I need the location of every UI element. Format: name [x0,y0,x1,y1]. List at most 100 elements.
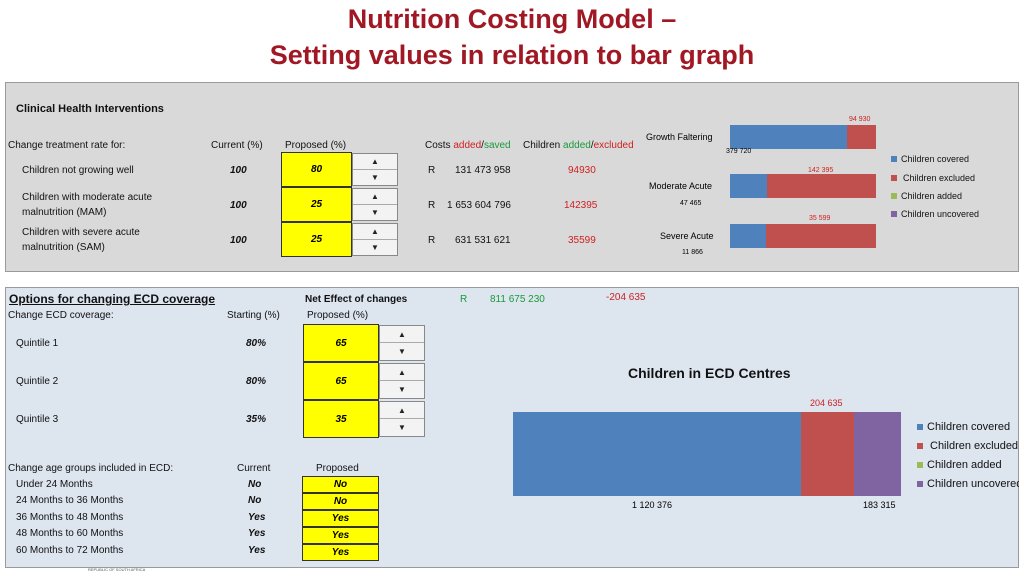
children-excluded: excluded [593,140,634,151]
uncovered-value-label: 183 315 [863,500,896,510]
row-current: 100 [230,235,247,246]
quintile-proposed-input[interactable]: 65 [303,362,379,400]
quintile-spinner[interactable]: ▲ ▼ [379,363,425,399]
age-current: No [248,479,262,490]
spin-down-button[interactable]: ▼ [371,207,379,217]
age-proposed-input[interactable]: No [302,476,379,493]
bar-excluded [766,224,876,248]
covered-value-label: 47 465 [680,200,702,207]
col-change-treatment: Change treatment rate for: [8,140,126,151]
ecd-heading: Options for changing ECD coverage [9,292,216,306]
quintile-starting: 35% [246,414,267,425]
ecd-bar-chart: 1 120 376 204 635 183 315 [6,288,1020,569]
spin-up-button[interactable]: ▲ [353,189,397,205]
row-children: 94930 [568,165,596,176]
proposed-input[interactable]: 80 [281,152,352,187]
clinical-heading: Clinical Health Interventions [16,103,164,115]
quintile-proposed-input[interactable]: 65 [303,324,379,362]
age-current: No [248,495,262,506]
spin-down-button[interactable]: ▼ [398,385,406,394]
bar-excluded [767,174,876,198]
category-label: Moderate Acute [649,181,713,191]
age-current-heading: Current [237,463,271,474]
row-r: R [428,165,436,176]
excluded-value-label: 142 395 [808,167,834,174]
age-current: Yes [248,512,266,523]
covered-value-label: 11 866 [682,249,703,256]
spin-up-button[interactable]: ▲ [380,364,424,381]
legend-excluded: Children excluded [903,173,976,183]
rate-spinner[interactable]: ▲ ▼ [352,223,398,256]
quintile-starting: 80% [246,376,267,387]
children-added: added [563,140,591,151]
page-title-line2: Setting values in relation to bar graph [269,40,755,70]
excluded-value-label: 94 930 [849,116,871,123]
col-starting: Starting (%) [227,310,280,321]
age-label: 60 Months to 72 Months [16,545,124,556]
spin-up-button[interactable]: ▲ [380,326,424,343]
age-proposed-heading: Proposed [316,463,359,474]
quintile-proposed-input[interactable]: 35 [303,400,379,438]
excluded-value-label: 204 635 [810,398,843,408]
spin-up-button[interactable]: ▲ [353,224,397,240]
proposed-input[interactable]: 25 [281,222,352,257]
row-label: Children with severe acute [22,227,140,238]
col-proposed: Proposed (%) [285,140,347,151]
spin-up-button[interactable]: ▲ [380,402,424,419]
bar-covered [513,412,802,496]
spin-down-button[interactable]: ▼ [398,347,406,356]
legend-swatch-covered [891,156,897,162]
age-proposed-input[interactable]: No [302,493,379,510]
bar-excluded [847,125,876,149]
legend-covered: Children covered [927,421,1011,433]
col-change-ecd: Change ECD coverage: [8,310,114,321]
quintile-label: Quintile 3 [16,414,59,425]
legend-excluded: Children excluded [930,440,1019,452]
age-proposed-input[interactable]: Yes [302,527,379,544]
quintile-spinner[interactable]: ▲ ▼ [379,401,425,437]
spin-down-button[interactable]: ▼ [371,172,379,182]
rate-spinner[interactable]: ▲ ▼ [352,188,398,221]
legend-swatch-excluded [891,175,897,181]
quintile-starting: 80% [246,338,267,349]
bar-covered [730,125,847,149]
age-label: 36 Months to 48 Months [16,512,124,523]
row-label-2: malnutrition (MAM) [22,207,107,218]
net-effect-r: R [460,294,468,305]
bar-covered [730,174,767,198]
clinical-panel: Clinical Health Interventions Change tre… [5,82,1019,272]
col-current: Current (%) [211,140,263,151]
row-label: Children with moderate acute [22,192,153,203]
row-children: 142395 [564,200,598,211]
legend-swatch-uncovered [891,211,897,217]
spin-down-button[interactable]: ▼ [371,242,379,252]
covered-value-label: 1 120 376 [632,500,673,510]
ecd-chart-title: Children in ECD Centres [628,365,791,381]
legend-swatch-excluded [917,443,923,449]
clinical-bar-chart: Growth Faltering 379 720 94 930 Moderate Ac… [6,83,1020,273]
covered-value-label: 379 720 [726,148,752,155]
costs-added: added [453,140,482,151]
row-children: 35599 [568,235,596,246]
age-proposed-input[interactable]: Yes [302,510,379,527]
legend-uncovered: Children uncovered [901,209,980,219]
row-cost: 1 653 604 796 [447,200,511,211]
category-label: Growth Faltering [646,132,713,142]
age-label: 48 Months to 60 Months [16,528,124,539]
legend-swatch-added [917,462,923,468]
spin-up-button[interactable]: ▲ [353,154,397,170]
quintile-label: Quintile 1 [16,338,59,349]
col-children: Children added/excluded [523,140,634,151]
legend-swatch-added [891,193,897,199]
age-proposed-input[interactable]: Yes [302,544,379,561]
row-current: 100 [230,200,247,211]
age-heading: Change age groups included in ECD: [8,463,174,474]
net-effect-value: 811 675 230 [490,294,545,305]
rate-spinner[interactable]: ▲ ▼ [352,153,398,186]
proposed-input[interactable]: 25 [281,187,352,222]
row-label-2: malnutrition (SAM) [22,242,105,253]
quintile-spinner[interactable]: ▲ ▼ [379,325,425,361]
children-slash: / [590,140,594,151]
children-label: Children [523,140,564,151]
spin-down-button[interactable]: ▼ [398,423,406,432]
